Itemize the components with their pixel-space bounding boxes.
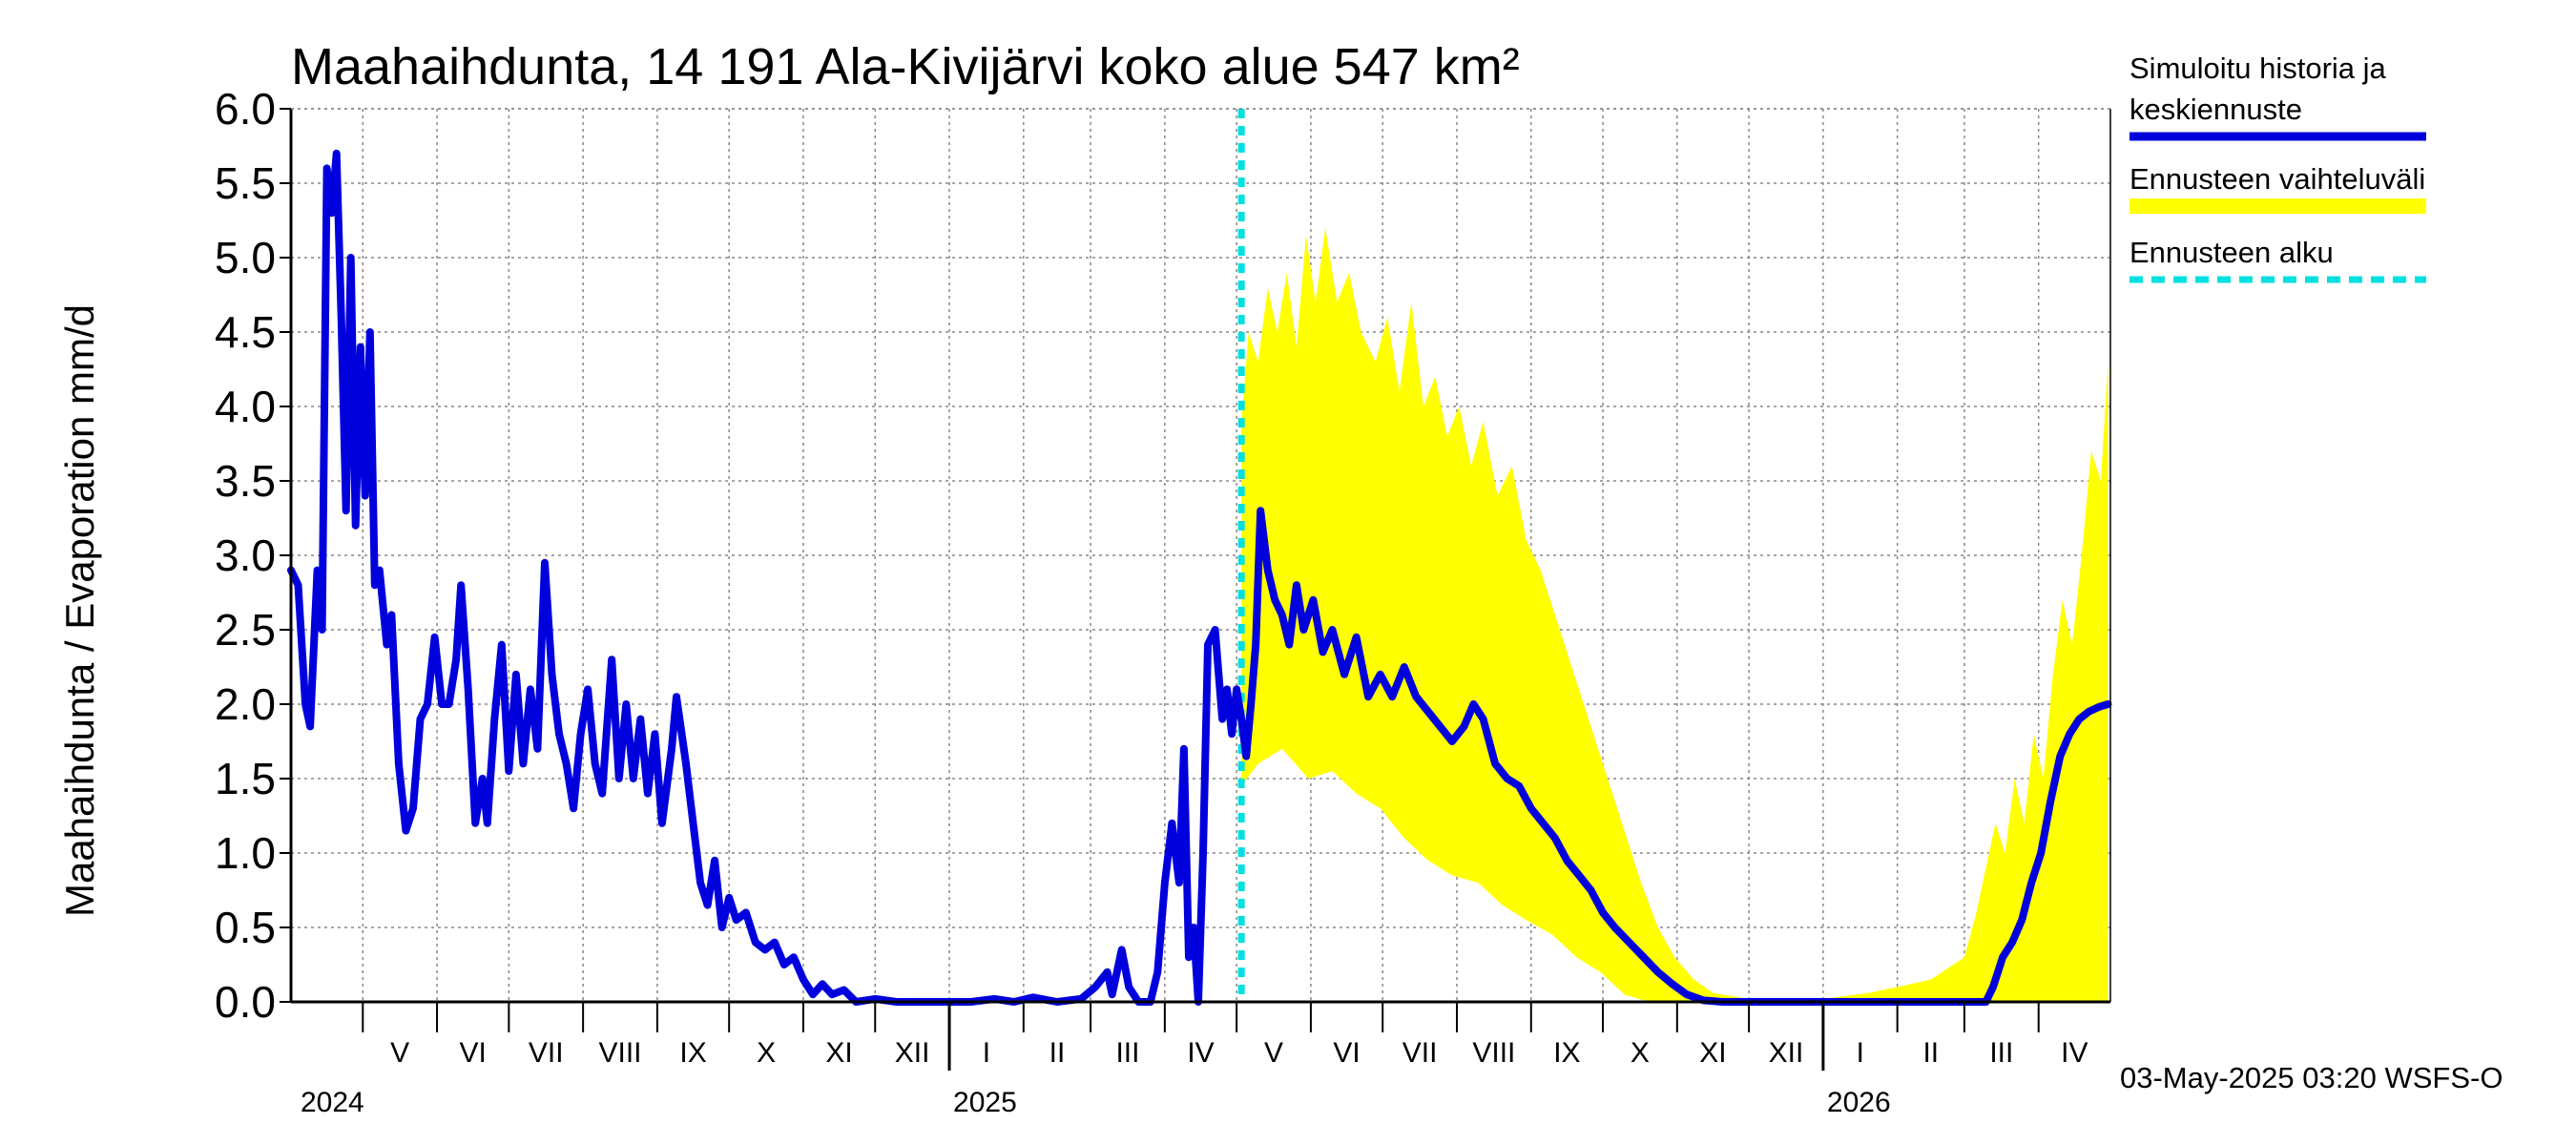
y-tick-label: 1.0 [215,828,276,878]
y-tick-label: 0.5 [215,903,276,952]
y-tick-label: 5.0 [215,233,276,282]
y-tick-label: 1.5 [215,754,276,803]
y-tick-label: 3.0 [215,531,276,580]
axes [280,108,2111,1071]
y-axis-label: Maahaihdunta / Evaporation mm/d [57,304,102,917]
forecast-range-band [1241,227,2109,1003]
month-label: III [1115,1037,1139,1069]
month-label: IX [1553,1037,1580,1069]
y-tick-label: 3.5 [215,456,276,506]
chart-title: Maahaihdunta, 14 191 Ala-Kivijärvi koko … [291,38,1520,95]
month-label: I [983,1037,990,1069]
legend: Simuloitu historia ja keskiennuste Ennus… [2129,52,2426,283]
month-label: VI [460,1037,487,1069]
month-label: II [1922,1037,1939,1069]
month-label: XII [895,1037,930,1069]
month-label: VIII [599,1037,642,1069]
month-label: I [1857,1037,1864,1069]
y-tick-label: 0.0 [215,977,276,1027]
month-label: X [757,1037,776,1069]
month-label: IX [679,1037,706,1069]
month-label: XI [1699,1037,1726,1069]
legend-start-label: Ennusteen alku [2129,236,2334,269]
y-tick-label: 4.0 [215,382,276,431]
month-label: II [1049,1037,1066,1069]
month-label: VII [529,1037,564,1069]
y-tick-label: 2.0 [215,679,276,729]
month-label: XII [1769,1037,1804,1069]
month-label: XI [825,1037,852,1069]
month-label: VII [1402,1037,1438,1069]
month-label: VI [1333,1037,1360,1069]
axis-labels: 0.0 0.5 1.0 1.5 2.0 2.5 3.0 3.5 4.0 4.5 5.0 5.5 6.0 V… [215,84,2088,1118]
year-label: 2026 [1827,1087,1891,1118]
history-line-group [287,149,2112,1006]
history-forecast-line [287,149,2112,1006]
legend-history-label-line1: Simuloitu historia ja [2129,52,2387,85]
month-label: IV [1187,1037,1214,1069]
month-label: VIII [1472,1037,1515,1069]
timestamp-footer: 03-May-2025 03:20 WSFS-O [2120,1061,2503,1094]
month-label: III [1989,1037,2013,1069]
legend-history-label-line2: keskiennuste [2129,93,2302,126]
year-label: 2025 [953,1087,1017,1118]
y-tick-label: 2.5 [215,605,276,655]
month-label: IV [2061,1037,2088,1069]
month-label: V [390,1037,409,1069]
year-label: 2024 [301,1087,364,1118]
forecast-range-band-group [1241,227,2109,1003]
y-tick-label: 5.5 [215,158,276,208]
legend-range-label: Ennusteen vaihteluväli [2129,162,2425,196]
y-tick-label: 4.5 [215,307,276,357]
month-label: X [1631,1037,1650,1069]
month-label: V [1264,1037,1283,1069]
y-tick-label: 6.0 [215,84,276,134]
